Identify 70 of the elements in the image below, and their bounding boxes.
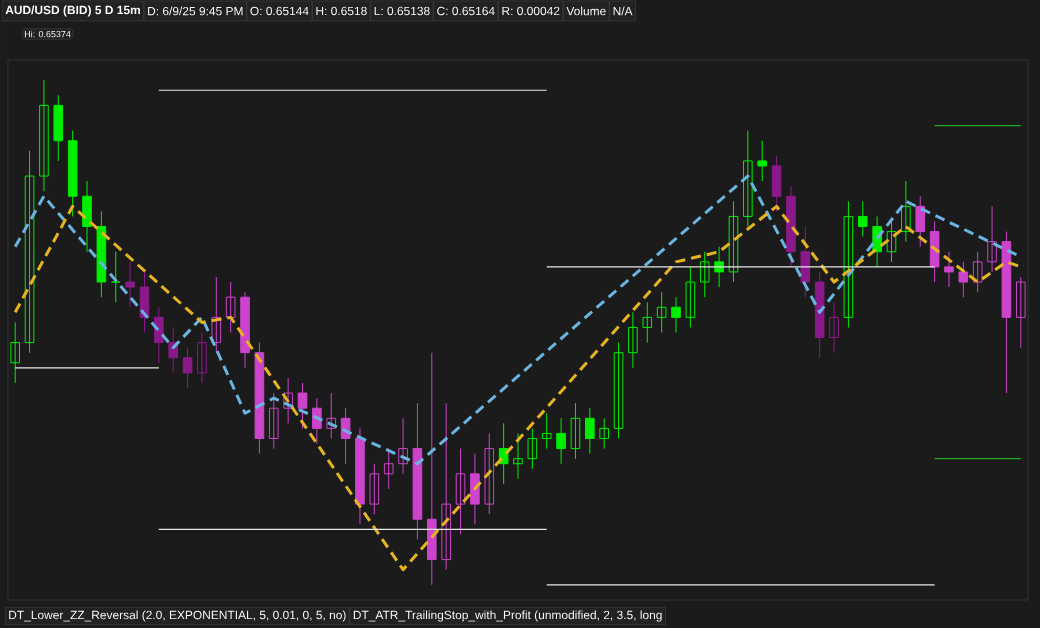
candlestick xyxy=(642,301,653,344)
candlestick xyxy=(197,332,207,384)
candlestick xyxy=(771,155,782,212)
candlestick xyxy=(628,311,638,369)
candlestick xyxy=(455,448,466,535)
candlestick xyxy=(599,417,609,450)
candlestick xyxy=(699,251,710,298)
candlestick xyxy=(513,432,523,480)
candlestick xyxy=(154,306,164,364)
candlestick xyxy=(786,185,796,268)
candlestick xyxy=(182,347,193,389)
candlestick xyxy=(987,205,997,273)
candlestick xyxy=(67,130,78,217)
text: N/A xyxy=(613,6,633,16)
candlestick xyxy=(915,195,926,248)
candlestick xyxy=(843,200,854,328)
candlestick xyxy=(958,261,969,298)
candlestick xyxy=(757,140,768,182)
candlestick xyxy=(470,453,480,525)
candlestick xyxy=(1015,276,1026,349)
candlestick xyxy=(110,251,121,303)
candlestick xyxy=(39,79,49,192)
candlestick xyxy=(929,220,940,283)
candlestick xyxy=(254,342,265,455)
candlestick xyxy=(570,402,581,460)
candlestick xyxy=(685,266,696,328)
candlestick xyxy=(656,291,667,333)
candlestick xyxy=(901,180,911,243)
candlestick xyxy=(412,402,423,540)
candlestick xyxy=(556,417,566,465)
candlestick xyxy=(355,427,365,525)
candlestick xyxy=(268,392,279,450)
candlestick xyxy=(441,402,451,571)
text: O: 0.65144 xyxy=(250,6,309,16)
candlestick xyxy=(426,352,437,586)
text: Hi: 0.65374 xyxy=(24,30,71,38)
candlestick xyxy=(498,422,509,485)
candlestick xyxy=(225,281,236,333)
candlestick xyxy=(484,432,495,515)
candlestick xyxy=(1001,231,1012,394)
candlestick xyxy=(944,251,954,288)
text: DT_ATR_TrailingStop_with_Profit (unmodified, 2, 3.5, long xyxy=(353,610,662,622)
candlestick xyxy=(671,296,681,333)
text: H: 0.6518 xyxy=(316,6,367,16)
candlestick xyxy=(527,427,538,470)
candlestick xyxy=(972,251,983,293)
candlestick xyxy=(829,301,839,354)
text: R: 0.00042 xyxy=(502,6,560,16)
candlestick xyxy=(53,94,64,162)
candlestick xyxy=(125,261,135,308)
text: C: 0.65164 xyxy=(437,6,495,16)
candlestick xyxy=(10,321,20,384)
candlestick xyxy=(297,382,308,429)
candlestick xyxy=(814,271,825,359)
chart-title: AUD/USD (BID) 5 D 15m xyxy=(5,5,140,17)
candlestick xyxy=(541,412,552,450)
text: D: 6/9/25 9:45 PM xyxy=(148,6,243,16)
candlestick xyxy=(743,130,753,228)
candlestick xyxy=(369,463,380,515)
candlestick xyxy=(585,407,595,455)
text: DT_Lower_ZZ_Reversal (2.0, EXPONENTIAL, 5, 0.01, 0, 5, no) xyxy=(9,610,346,622)
candlestick xyxy=(613,342,624,439)
text: Volume xyxy=(566,6,606,16)
candlestick xyxy=(857,200,868,238)
candlestick xyxy=(800,226,811,298)
candlestick xyxy=(240,291,250,369)
candlestick xyxy=(96,210,107,298)
candlestick xyxy=(24,150,35,354)
text: L: 0.65138 xyxy=(374,6,430,16)
candlestick xyxy=(82,180,92,253)
